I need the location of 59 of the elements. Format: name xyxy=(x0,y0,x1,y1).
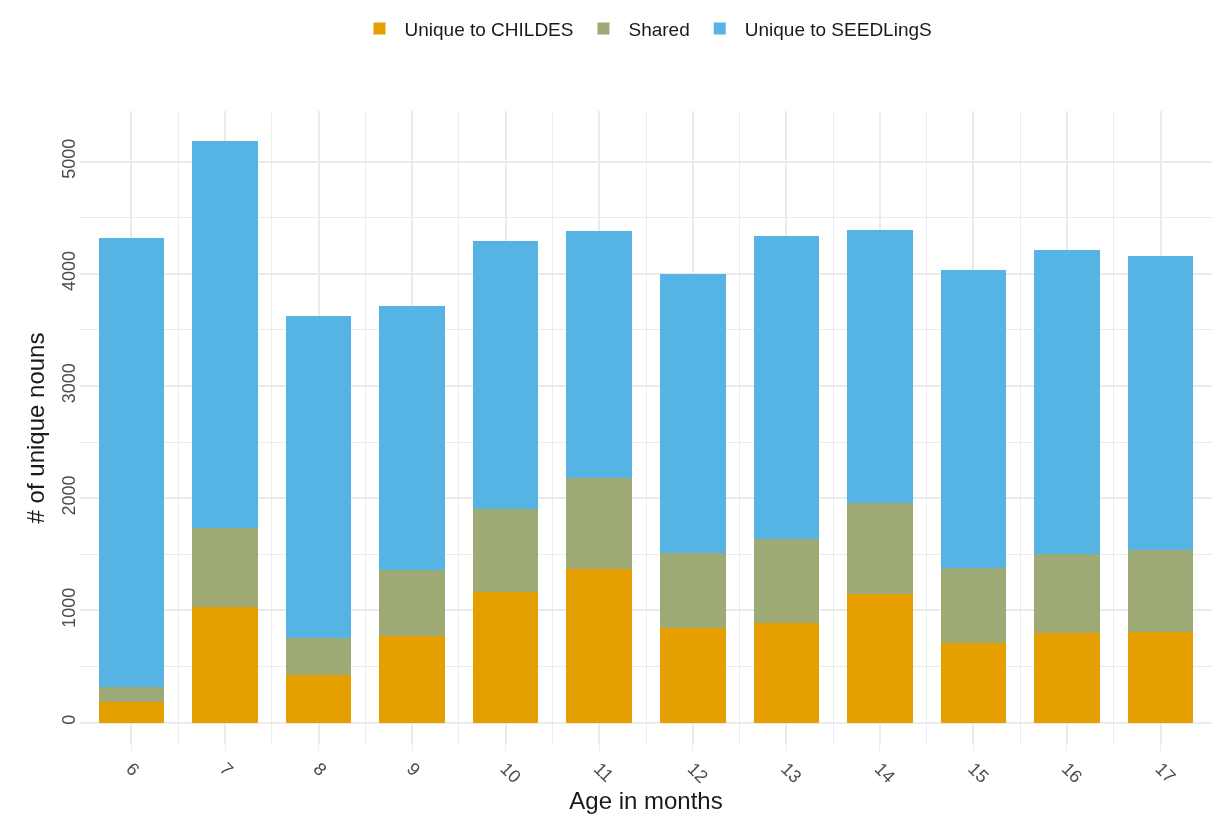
y-tick-label: 1000 xyxy=(59,587,80,628)
x-tick-label: 8 xyxy=(309,758,331,780)
bar xyxy=(566,477,632,569)
bar xyxy=(192,606,258,723)
bar xyxy=(1127,255,1194,550)
x-tick-label: 14 xyxy=(870,758,899,787)
bar xyxy=(379,636,445,723)
bar xyxy=(1034,250,1100,555)
legend-label: Shared xyxy=(628,18,690,40)
legend-label: Unique to SEEDLingS xyxy=(744,18,932,40)
x-tick-label: 7 xyxy=(215,758,238,780)
bar xyxy=(1034,632,1100,723)
bar xyxy=(753,538,820,623)
bar xyxy=(285,675,352,723)
bar xyxy=(472,592,539,723)
bar xyxy=(753,622,820,723)
bar xyxy=(940,270,1007,568)
x-tick-label: 9 xyxy=(402,758,425,780)
bar xyxy=(940,642,1007,723)
bar xyxy=(98,237,165,687)
bar xyxy=(285,638,352,676)
x-tick-label: 16 xyxy=(1057,758,1087,787)
bar xyxy=(847,593,913,723)
y-tick-label: 3000 xyxy=(59,363,80,404)
bar xyxy=(472,241,539,510)
y-tick-label: 4000 xyxy=(59,250,80,292)
y-tick-label: 5000 xyxy=(59,138,80,179)
bar xyxy=(379,569,445,637)
bar xyxy=(847,229,913,503)
bar xyxy=(566,231,632,478)
x-tick-label: 13 xyxy=(777,758,806,787)
bar xyxy=(98,702,165,723)
x-tick-label: 6 xyxy=(122,758,144,780)
bar xyxy=(1127,631,1194,723)
bar xyxy=(192,528,258,607)
x-tick-label: 11 xyxy=(590,758,618,787)
bar xyxy=(566,568,632,723)
bar xyxy=(379,306,445,570)
x-tick-label: 12 xyxy=(683,758,712,787)
bar xyxy=(940,567,1007,643)
legend-label: Unique to CHILDES xyxy=(404,18,574,40)
y-tick-label: 0 xyxy=(59,714,80,725)
bar xyxy=(98,686,165,703)
bar xyxy=(192,141,258,529)
x-axis-title: Age in months xyxy=(569,786,723,814)
bar xyxy=(285,316,352,639)
bar xyxy=(472,509,539,593)
y-axis-title: # of unique nouns xyxy=(21,332,49,524)
bar xyxy=(753,235,820,539)
bar xyxy=(847,502,913,594)
x-tick-label: 15 xyxy=(964,758,993,787)
x-tick-label: 10 xyxy=(496,758,525,787)
y-tick-label: 2000 xyxy=(59,475,80,516)
bar xyxy=(1127,549,1194,632)
bar xyxy=(1034,554,1100,633)
bar xyxy=(660,273,726,554)
bar xyxy=(660,628,726,723)
bar xyxy=(660,553,726,629)
x-tick-label: 17 xyxy=(1151,758,1180,787)
